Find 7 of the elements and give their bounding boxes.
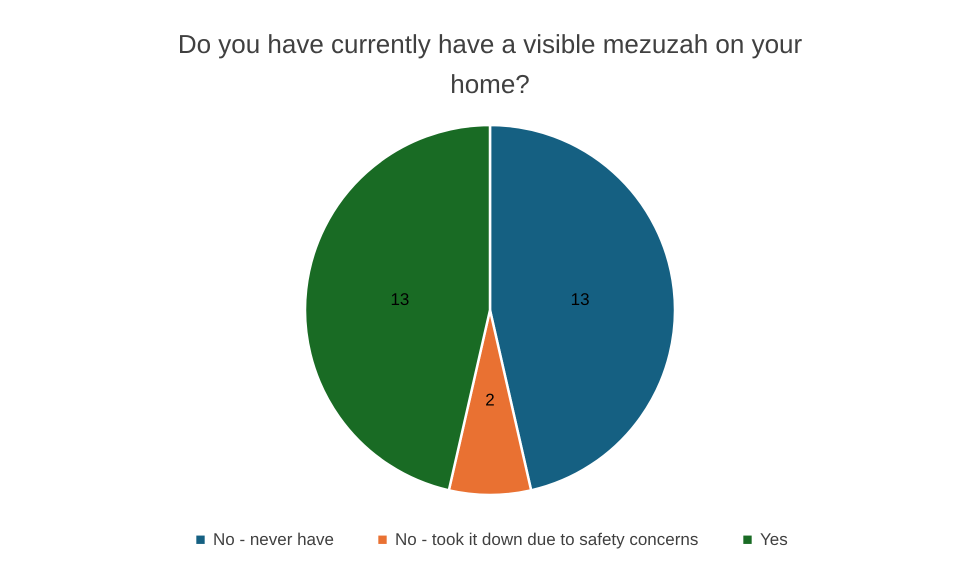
legend-label: Yes (760, 530, 788, 549)
legend-label: No - took it down due to safety concerns (395, 530, 698, 549)
chart-title: Do you have currently have a visible mezuzah on your home? (178, 29, 802, 99)
data-label: 13 (570, 290, 590, 309)
data-label: 13 (390, 290, 410, 309)
legend-label: No - never have (213, 530, 334, 549)
data-label: 2 (485, 390, 495, 410)
